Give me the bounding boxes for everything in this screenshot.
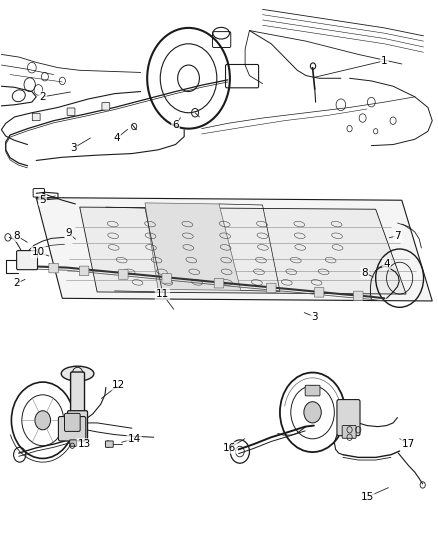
FancyBboxPatch shape <box>67 411 88 440</box>
Text: 2: 2 <box>13 278 20 288</box>
FancyBboxPatch shape <box>32 114 40 120</box>
Circle shape <box>304 402 321 423</box>
Text: 10: 10 <box>32 247 45 257</box>
Text: 12: 12 <box>112 379 126 390</box>
Polygon shape <box>145 203 241 290</box>
FancyBboxPatch shape <box>70 440 77 446</box>
FancyBboxPatch shape <box>64 414 80 431</box>
Text: 1: 1 <box>381 56 388 66</box>
Polygon shape <box>36 198 432 301</box>
Text: 4: 4 <box>383 259 390 269</box>
FancyBboxPatch shape <box>67 108 75 115</box>
FancyBboxPatch shape <box>79 266 89 276</box>
Text: 14: 14 <box>127 434 141 444</box>
Polygon shape <box>80 207 406 294</box>
FancyBboxPatch shape <box>314 288 324 297</box>
FancyBboxPatch shape <box>106 441 113 447</box>
Text: 7: 7 <box>394 231 401 241</box>
Text: 8: 8 <box>13 231 20 241</box>
Text: 17: 17 <box>402 439 415 449</box>
FancyBboxPatch shape <box>49 263 58 273</box>
FancyBboxPatch shape <box>71 372 85 419</box>
FancyBboxPatch shape <box>17 251 38 270</box>
FancyBboxPatch shape <box>102 103 110 110</box>
FancyBboxPatch shape <box>305 385 320 396</box>
FancyBboxPatch shape <box>337 400 360 435</box>
Text: 6: 6 <box>172 120 179 131</box>
Text: 9: 9 <box>66 228 72 238</box>
FancyBboxPatch shape <box>214 278 224 288</box>
Text: 13: 13 <box>78 439 91 449</box>
Circle shape <box>35 411 50 430</box>
Ellipse shape <box>61 366 94 381</box>
FancyBboxPatch shape <box>118 270 128 279</box>
Text: 11: 11 <box>156 289 169 299</box>
FancyBboxPatch shape <box>58 417 86 441</box>
Text: 4: 4 <box>113 133 120 143</box>
FancyBboxPatch shape <box>353 291 363 301</box>
Text: 5: 5 <box>39 195 46 205</box>
Text: 15: 15 <box>360 492 374 502</box>
Text: 8: 8 <box>361 268 368 278</box>
Text: 3: 3 <box>70 143 77 154</box>
FancyBboxPatch shape <box>266 283 276 293</box>
Text: 2: 2 <box>39 92 46 102</box>
Text: 16: 16 <box>223 443 237 453</box>
FancyBboxPatch shape <box>162 273 172 283</box>
Text: 3: 3 <box>311 312 318 322</box>
FancyBboxPatch shape <box>342 425 356 438</box>
